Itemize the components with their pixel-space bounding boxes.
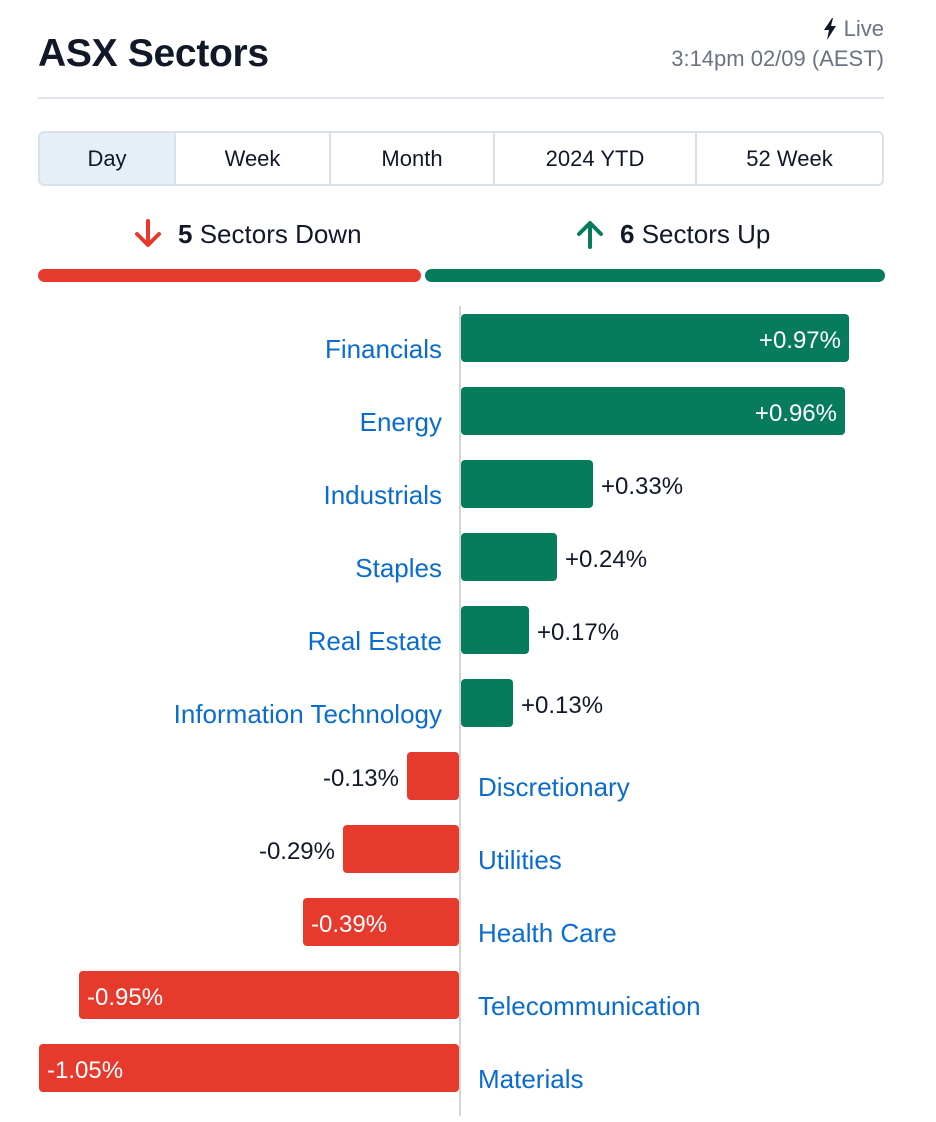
bar-staples (461, 533, 557, 581)
sector-label-health-care[interactable]: Health Care (478, 918, 617, 948)
value-label-utilities: -0.29% (259, 838, 335, 865)
value-label-financials: +0.97% (759, 327, 841, 354)
timestamp: 3:14pm 02/09 (AEST) (671, 46, 884, 71)
bar-real-estate (461, 606, 529, 654)
live-label: Live (843, 16, 884, 41)
value-label-staples: +0.24% (565, 546, 647, 573)
bar-discretionary (407, 752, 459, 800)
tab-month[interactable]: Month (331, 133, 495, 184)
sector-label-materials[interactable]: Materials (478, 1064, 583, 1094)
bar-information-technology (461, 679, 513, 727)
sectors-down-count: 5 (178, 218, 193, 249)
header-divider (38, 97, 884, 99)
bar-telecommunication (79, 971, 459, 1019)
sectors-up-count: 6 (620, 218, 635, 249)
value-label-real-estate: +0.17% (537, 619, 619, 646)
value-label-discretionary: -0.13% (323, 765, 399, 792)
sectors-down-summary: 5 Sectors Down (132, 218, 362, 250)
tab-day[interactable]: Day (40, 133, 176, 184)
sectors-up-bar (425, 269, 885, 282)
value-label-health-care: -0.39% (311, 911, 387, 938)
tab-week[interactable]: Week (176, 133, 331, 184)
page-title: ASX Sectors (38, 32, 269, 75)
bar-financials (461, 314, 849, 362)
tab-52-week[interactable]: 52 Week (746, 145, 833, 171)
sectors-up-summary: 6 Sectors Up (574, 218, 770, 250)
value-label-information-technology: +0.13% (521, 692, 603, 719)
bar-industrials (461, 460, 593, 508)
live-indicator: Live (822, 16, 884, 42)
tab-ytd[interactable]: 2024 YTD (495, 133, 697, 184)
value-label-energy: +0.96% (755, 400, 837, 427)
sector-label-staples[interactable]: Staples (355, 553, 442, 583)
sector-label-information-technology[interactable]: Information Technology (174, 699, 442, 729)
sector-label-financials[interactable]: Financials (325, 334, 442, 364)
arrow-up-icon (577, 221, 603, 249)
value-label-telecommunication: -0.95% (87, 984, 163, 1011)
bar-utilities (343, 825, 459, 873)
sectors-up-text: Sectors Up (641, 218, 771, 249)
sectors-down-bar (38, 269, 421, 282)
lightning-icon (823, 18, 836, 40)
period-tabs: Day Week Month 2024 YTD 52 Week (38, 131, 884, 186)
sector-label-discretionary[interactable]: Discretionary (478, 772, 630, 802)
bar-health-care (303, 898, 459, 946)
sector-label-industrials[interactable]: Industrials (324, 480, 443, 510)
sectors-down-text: Sectors Down (199, 218, 362, 249)
value-label-materials: -1.05% (47, 1057, 123, 1084)
sector-label-energy[interactable]: Energy (360, 407, 442, 437)
sector-label-telecommunication[interactable]: Telecommunication (478, 991, 701, 1021)
bar-materials (39, 1044, 459, 1092)
arrow-down-icon (135, 219, 161, 247)
sector-label-real-estate[interactable]: Real Estate (308, 626, 442, 656)
sector-label-utilities[interactable]: Utilities (478, 845, 562, 875)
value-label-industrials: +0.33% (601, 473, 683, 500)
bar-energy (461, 387, 845, 435)
